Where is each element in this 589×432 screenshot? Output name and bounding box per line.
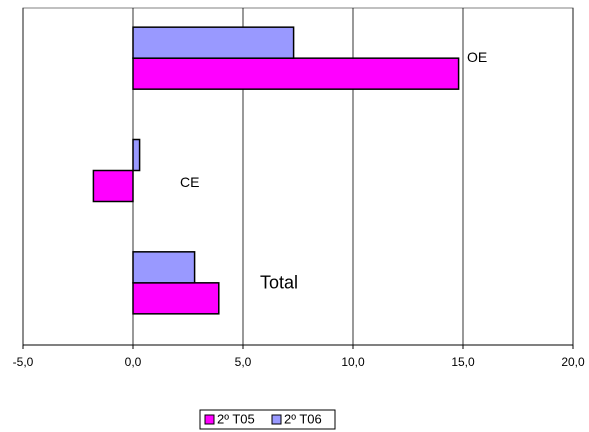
- x-tick-label: 5,0: [235, 355, 252, 369]
- x-tick-label: 10,0: [341, 355, 365, 369]
- legend-swatch: [204, 414, 215, 425]
- bar: [132, 57, 460, 90]
- x-tick-label: 15,0: [451, 355, 475, 369]
- category-label: CE: [180, 174, 199, 190]
- legend-label: 2º T06: [284, 411, 322, 426]
- bar: [132, 26, 295, 59]
- x-tick-label: 0,0: [125, 355, 142, 369]
- bar: [132, 251, 196, 284]
- legend-label: 2º T05: [217, 411, 255, 426]
- bar: [92, 169, 134, 203]
- category-label: OE: [467, 49, 487, 65]
- category-label: Total: [260, 273, 298, 293]
- bar: [132, 138, 141, 172]
- x-tick-label: 20,0: [561, 355, 585, 369]
- legend-swatch: [271, 414, 282, 425]
- bar: [132, 282, 220, 315]
- x-tick-label: -5,0: [13, 355, 34, 369]
- legend-box: [199, 409, 336, 430]
